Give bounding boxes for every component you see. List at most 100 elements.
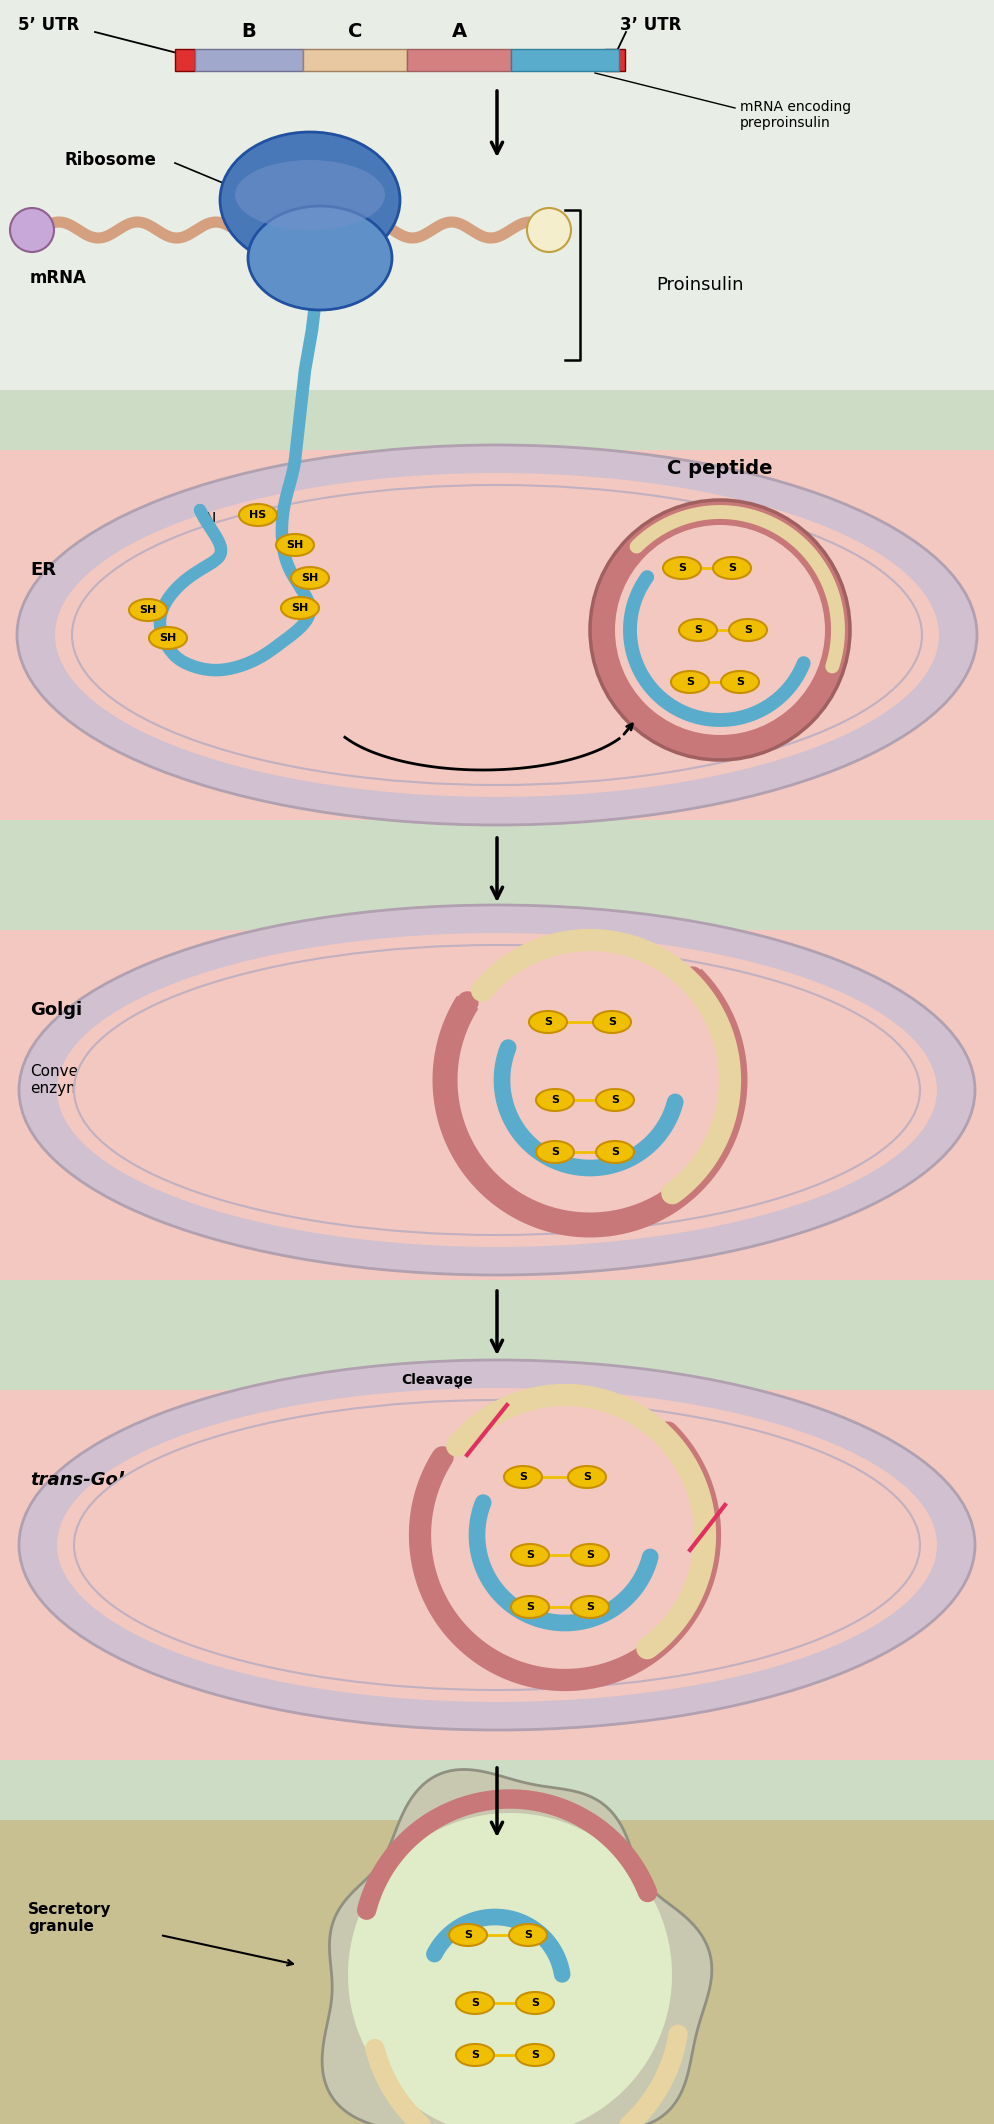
Text: Secretory
granule: Secretory granule <box>28 1901 111 1935</box>
Polygon shape <box>348 1814 672 2124</box>
Ellipse shape <box>220 132 400 268</box>
Text: S: S <box>686 678 694 686</box>
Ellipse shape <box>571 1595 609 1618</box>
Ellipse shape <box>55 474 939 796</box>
Text: C: C <box>310 544 320 556</box>
Text: SH: SH <box>286 539 303 550</box>
Text: C: C <box>635 1506 645 1521</box>
Text: B: B <box>242 21 256 40</box>
Text: mRNA encoding
preproinsulin: mRNA encoding preproinsulin <box>740 100 851 130</box>
Text: 3’: 3’ <box>543 223 556 236</box>
Ellipse shape <box>596 1090 634 1111</box>
Circle shape <box>442 1412 688 1659</box>
Ellipse shape <box>57 1387 937 1701</box>
Ellipse shape <box>239 503 277 527</box>
Text: Cleavage: Cleavage <box>759 1489 831 1502</box>
Text: S: S <box>524 1931 532 1939</box>
Text: S: S <box>531 2050 539 2060</box>
Text: N: N <box>439 1111 450 1126</box>
Ellipse shape <box>248 206 392 310</box>
Bar <box>0 879 994 930</box>
Ellipse shape <box>456 2043 494 2067</box>
Text: 5’ UTR: 5’ UTR <box>18 17 80 34</box>
Ellipse shape <box>713 556 751 580</box>
Text: S: S <box>694 624 702 635</box>
Ellipse shape <box>291 567 329 588</box>
Ellipse shape <box>721 671 759 692</box>
Text: S: S <box>544 1017 552 1028</box>
Ellipse shape <box>456 1992 494 2014</box>
Circle shape <box>10 208 54 253</box>
Bar <box>0 391 994 450</box>
Polygon shape <box>322 1769 712 2124</box>
Ellipse shape <box>536 1090 574 1111</box>
Text: Insulin: Insulin <box>483 2086 537 2105</box>
Text: 5’: 5’ <box>25 223 39 236</box>
Ellipse shape <box>72 484 922 786</box>
Bar <box>407 49 511 70</box>
Ellipse shape <box>593 1011 631 1032</box>
Text: Proinsulin: Proinsulin <box>656 276 744 293</box>
Bar <box>195 49 303 70</box>
Ellipse shape <box>516 1992 554 2014</box>
Text: N: N <box>414 1565 425 1580</box>
Ellipse shape <box>129 599 167 620</box>
Bar <box>0 1340 994 1389</box>
Circle shape <box>527 208 571 253</box>
Text: mRNA: mRNA <box>30 270 86 287</box>
Text: S: S <box>608 1017 616 1028</box>
Text: S: S <box>611 1147 619 1158</box>
Ellipse shape <box>509 1924 547 1946</box>
Ellipse shape <box>281 597 319 618</box>
Text: S: S <box>519 1472 527 1483</box>
Text: HS: HS <box>249 510 266 520</box>
Ellipse shape <box>663 556 701 580</box>
Bar <box>0 1820 994 2124</box>
Text: S: S <box>526 1601 534 1612</box>
Ellipse shape <box>511 1595 549 1618</box>
Circle shape <box>615 525 825 735</box>
Text: S: S <box>526 1551 534 1559</box>
Ellipse shape <box>571 1544 609 1565</box>
Text: S: S <box>551 1096 559 1104</box>
Text: S: S <box>531 1999 539 2007</box>
Text: Insulin: Insulin <box>390 612 440 627</box>
Text: trans-Golgi: trans-Golgi <box>30 1472 143 1489</box>
Text: B: B <box>378 2041 392 2058</box>
Ellipse shape <box>568 1466 606 1489</box>
Ellipse shape <box>596 1141 634 1164</box>
Text: C: C <box>348 21 362 40</box>
Ellipse shape <box>57 932 937 1247</box>
Text: S: S <box>471 1999 479 2007</box>
Ellipse shape <box>529 1011 567 1032</box>
Text: C peptide: C peptide <box>667 459 772 478</box>
Text: SH: SH <box>139 605 157 616</box>
Bar <box>175 49 195 70</box>
Text: A: A <box>451 21 466 40</box>
Bar <box>605 49 625 70</box>
Text: A: A <box>445 1897 459 1914</box>
Text: S: S <box>728 563 736 573</box>
Text: S: S <box>586 1601 594 1612</box>
Ellipse shape <box>74 945 920 1234</box>
Circle shape <box>590 499 850 760</box>
Text: SH: SH <box>301 573 319 582</box>
Bar <box>0 1761 994 1820</box>
Text: S: S <box>586 1551 594 1559</box>
Ellipse shape <box>235 159 385 229</box>
Text: 3’ UTR: 3’ UTR <box>620 17 681 34</box>
Text: A: A <box>751 569 765 586</box>
Text: C peptide: C peptide <box>470 1829 550 1848</box>
Text: S: S <box>551 1147 559 1158</box>
Bar <box>0 1281 994 1340</box>
Text: S: S <box>464 1931 472 1939</box>
Text: Ribosome: Ribosome <box>65 151 157 170</box>
Ellipse shape <box>19 1359 975 1731</box>
Bar <box>0 820 994 879</box>
Bar <box>511 49 619 70</box>
Bar <box>0 930 994 1281</box>
Text: ER: ER <box>30 561 56 580</box>
Ellipse shape <box>17 446 977 824</box>
Ellipse shape <box>19 905 975 1274</box>
Text: S: S <box>471 2050 479 2060</box>
